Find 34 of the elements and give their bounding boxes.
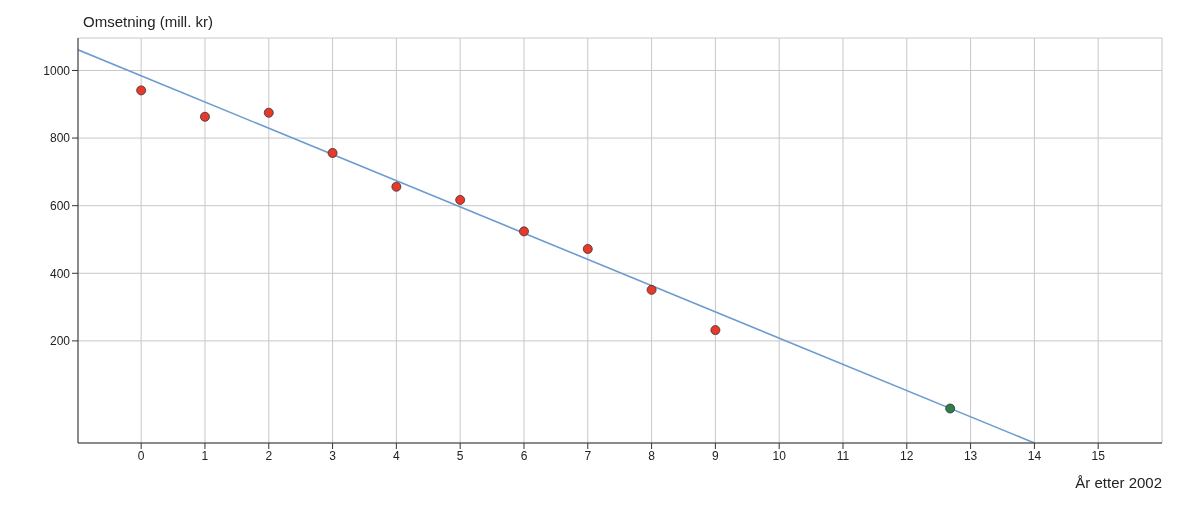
- point: [945, 403, 956, 414]
- y-tick-label: 1000: [43, 63, 71, 78]
- point: [391, 181, 402, 192]
- y-axis-title: Omsetning (mill. kr): [83, 12, 214, 30]
- x-axis-title: År etter 2002: [1075, 474, 1162, 491]
- x-tick-label: 13: [963, 448, 978, 463]
- x-tick-label: 5: [456, 448, 464, 463]
- x-tick-label: 6: [520, 448, 528, 463]
- x-tick-label: 14: [1027, 448, 1042, 463]
- x-tick-label: 1: [201, 448, 209, 463]
- point: [136, 85, 147, 96]
- x-tick-label: 15: [1091, 448, 1106, 463]
- point: [263, 107, 274, 118]
- x-tick-label: 4: [393, 448, 401, 463]
- x-tick-label: 7: [584, 448, 592, 463]
- y-tick-label: 600: [49, 198, 71, 213]
- x-tick-label: 11: [836, 448, 850, 463]
- y-tick-label: 800: [49, 131, 71, 146]
- point: [710, 325, 721, 335]
- y-tick-label: 200: [49, 334, 71, 349]
- point: [646, 284, 657, 295]
- x-tick-label: 8: [648, 448, 656, 463]
- x-tick-label: 10: [772, 448, 787, 463]
- point: [582, 244, 593, 254]
- point: [519, 226, 529, 237]
- point: [200, 111, 210, 122]
- y-tick-label: 400: [49, 266, 71, 281]
- x-tick-label: 3: [329, 448, 337, 463]
- x-tick-label: 9: [712, 448, 720, 463]
- point: [327, 148, 338, 158]
- x-tick-label: 0: [137, 448, 145, 463]
- point: [455, 195, 466, 205]
- x-tick-label: 12: [900, 448, 914, 463]
- x-tick-label: 2: [265, 448, 273, 463]
